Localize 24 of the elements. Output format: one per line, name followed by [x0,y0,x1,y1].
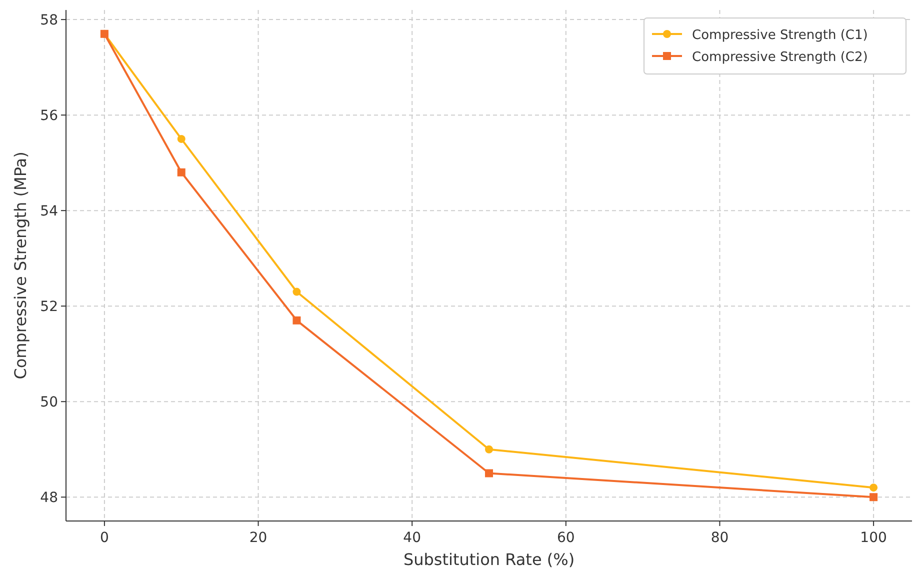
y-tick-label: 54 [40,204,58,220]
point [485,469,493,478]
x-axis-title: Substitution Rate (%) [403,550,575,569]
point [870,484,878,492]
point [870,493,878,502]
point [485,445,493,454]
y-tick-label: 56 [40,108,58,124]
y-tick-label: 50 [40,394,58,411]
x-tick-label: 20 [249,530,268,546]
x-tick-label: 0 [100,530,109,546]
legend-label: Compressive Strength (C2) [692,50,868,65]
point [292,288,301,296]
point [177,168,186,176]
x-tick-label: 40 [403,530,422,546]
y-tick-label: 48 [40,490,58,506]
y-axis-title: Compressive Strength (MPa) [11,152,30,380]
point [292,316,301,324]
y-tick-label: 52 [40,299,58,316]
y-tick-label: 58 [40,12,58,29]
x-tick-label: 100 [860,530,887,546]
x-tick-label: 60 [556,530,575,546]
legend-label: Compressive Strength (C1) [692,28,868,43]
point [177,134,186,143]
x-tick-label: 80 [710,530,729,546]
